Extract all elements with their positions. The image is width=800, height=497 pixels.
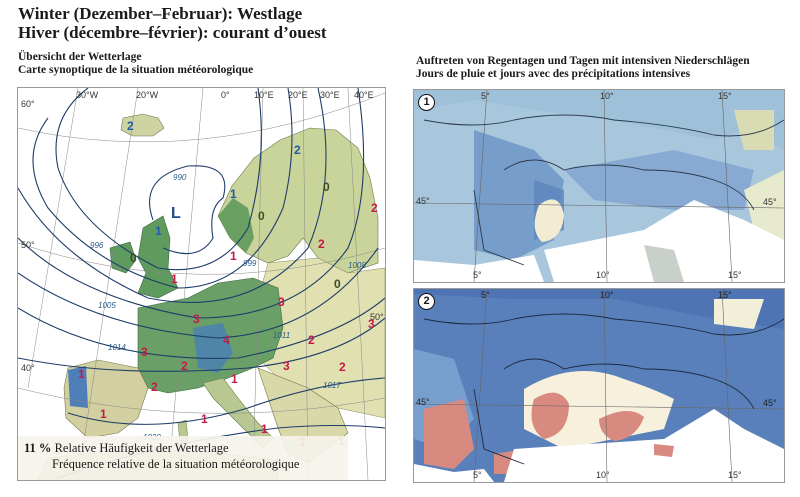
- svg-text:4: 4: [223, 333, 230, 347]
- map-badge-1: 1: [418, 94, 435, 111]
- intense-precip-map: 2: [413, 288, 785, 483]
- svg-text:0: 0: [258, 209, 265, 223]
- lat-label: 50°: [370, 312, 384, 322]
- map2-lon-bottom-5: 5°: [473, 470, 482, 480]
- svg-text:1008: 1008: [348, 261, 366, 270]
- svg-text:3: 3: [283, 359, 290, 373]
- synoptic-map-graphic: 30°W 20°W 0° 10°E 20°E 30°E 40°E 60° 50°…: [18, 88, 385, 480]
- rain-days-map: 1: [413, 89, 785, 283]
- svg-text:1005: 1005: [98, 301, 116, 310]
- map2-lat-left: 45°: [416, 397, 430, 407]
- page-title: Winter (Dezember–Februar): Westlage Hive…: [18, 4, 327, 42]
- map1-lon-bottom-10: 10°: [596, 270, 610, 280]
- lon-label: 30°E: [320, 90, 340, 100]
- lat-label: 40°: [21, 363, 35, 373]
- svg-text:1: 1: [261, 422, 268, 436]
- svg-text:2: 2: [181, 359, 188, 373]
- map1-lon-top-5: 5°: [481, 91, 490, 101]
- svg-text:2: 2: [339, 360, 346, 374]
- map1-lon-top-10: 10°: [600, 91, 614, 101]
- lon-label: 30°W: [76, 90, 99, 100]
- synoptic-map: 30°W 20°W 0° 10°E 20°E 30°E 40°E 60° 50°…: [17, 87, 386, 481]
- svg-text:3: 3: [368, 317, 375, 331]
- svg-text:3: 3: [278, 295, 285, 309]
- subtitle-german: Auftreten von Regentagen und Tagen mit i…: [416, 55, 750, 67]
- map2-lon-bottom-10: 10°: [596, 470, 610, 480]
- lon-label: 10°E: [254, 90, 274, 100]
- svg-text:2: 2: [127, 119, 134, 133]
- map1-lon-top-15: 15°: [718, 91, 732, 101]
- low-pressure-center: L: [171, 205, 181, 222]
- lon-label: 20°E: [288, 90, 308, 100]
- subtitle-german: Übersicht der Wetterlage: [18, 51, 142, 63]
- map1-lon-bottom-5: 5°: [473, 270, 482, 280]
- lat-label: 60°: [21, 99, 35, 109]
- svg-text:1: 1: [78, 367, 85, 381]
- svg-text:2: 2: [308, 333, 315, 347]
- svg-text:1: 1: [230, 187, 237, 201]
- lon-label: 0°: [221, 90, 230, 100]
- subtitle-french: Jours de pluie et jours avec des précipi…: [416, 68, 691, 80]
- svg-text:1: 1: [155, 224, 162, 238]
- intense-precip-graphic: [414, 289, 784, 482]
- svg-text:3: 3: [141, 345, 148, 359]
- rain-days-subtitle: Auftreten von Regentagen und Tagen mit i…: [416, 55, 750, 81]
- title-french: Hiver (décembre–février): courant d’oues…: [18, 23, 327, 42]
- svg-text:1014: 1014: [108, 343, 126, 352]
- lon-label: 20°W: [136, 90, 159, 100]
- svg-text:1: 1: [231, 372, 238, 386]
- frequency-percent: 11 %: [24, 441, 52, 455]
- map2-lon-top-15: 15°: [718, 290, 732, 300]
- svg-text:0: 0: [130, 251, 137, 265]
- svg-text:1: 1: [230, 249, 237, 263]
- svg-text:0: 0: [323, 180, 330, 194]
- svg-text:996: 996: [90, 241, 104, 250]
- svg-text:1: 1: [100, 407, 107, 421]
- svg-text:2: 2: [371, 201, 378, 215]
- subtitle-french: Carte synoptique de la situation météoro…: [18, 64, 254, 76]
- svg-text:1017: 1017: [323, 381, 341, 390]
- svg-text:1: 1: [201, 412, 208, 426]
- svg-text:0: 0: [334, 277, 341, 291]
- frequency-label-fr: Fréquence relative de la situation météo…: [52, 457, 300, 471]
- svg-text:2: 2: [294, 143, 301, 157]
- frequency-caption: 11 % Relative Häufigkeit der Wetterlage …: [18, 436, 348, 480]
- lon-label: 40°E: [354, 90, 374, 100]
- svg-text:990: 990: [173, 173, 187, 182]
- map2-lon-top-10: 10°: [600, 290, 614, 300]
- svg-text:1011: 1011: [273, 331, 290, 340]
- svg-text:2: 2: [151, 380, 158, 394]
- lat-label: 50°: [21, 240, 35, 250]
- rain-days-graphic: [414, 90, 784, 282]
- svg-text:2: 2: [318, 237, 325, 251]
- map-badge-2: 2: [418, 293, 435, 310]
- map2-lon-bottom-15: 15°: [728, 470, 742, 480]
- frequency-label-de: Relative Häufigkeit der Wetterlage: [54, 441, 229, 455]
- map1-lat-left: 45°: [416, 196, 430, 206]
- svg-text:999: 999: [243, 259, 257, 268]
- synoptic-subtitle: Übersicht der Wetterlage Carte synoptiqu…: [18, 51, 253, 77]
- svg-text:1: 1: [171, 272, 178, 286]
- map2-lon-top-5: 5°: [481, 290, 490, 300]
- svg-text:3: 3: [193, 312, 200, 326]
- map1-lon-bottom-15: 15°: [728, 270, 742, 280]
- map1-lat-right: 45°: [763, 197, 777, 207]
- title-german: Winter (Dezember–Februar): Westlage: [18, 4, 303, 23]
- map2-lat-right: 45°: [763, 398, 777, 408]
